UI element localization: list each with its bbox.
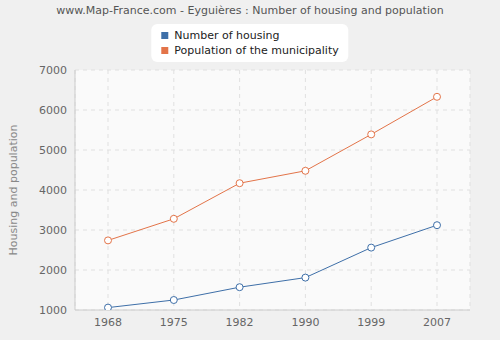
svg-text:1999: 1999	[357, 316, 385, 329]
svg-text:5000: 5000	[39, 144, 67, 157]
svg-text:4000: 4000	[39, 184, 67, 197]
svg-text:1968: 1968	[94, 316, 122, 329]
html-text:Number of housing: Number of housing	[174, 29, 280, 42]
svg-text:3000: 3000	[39, 224, 67, 237]
svg-text:1975: 1975	[160, 316, 188, 329]
html-text:Population of the municipality: Population of the municipality	[174, 44, 339, 57]
svg-text:2007: 2007	[423, 316, 451, 329]
svg-text:1000: 1000	[39, 304, 67, 317]
svg-text:1990: 1990	[291, 316, 319, 329]
svg-text:7000: 7000	[39, 64, 67, 77]
svg-text:Housing and population: Housing and population	[8, 125, 20, 256]
svg-text:6000: 6000	[39, 104, 67, 117]
svg-text:1982: 1982	[226, 316, 254, 329]
svg-text:2000: 2000	[39, 264, 67, 277]
html-text:www.Map-France.com - Eyguières: www.Map-France.com - Eyguières : Number …	[56, 4, 444, 17]
